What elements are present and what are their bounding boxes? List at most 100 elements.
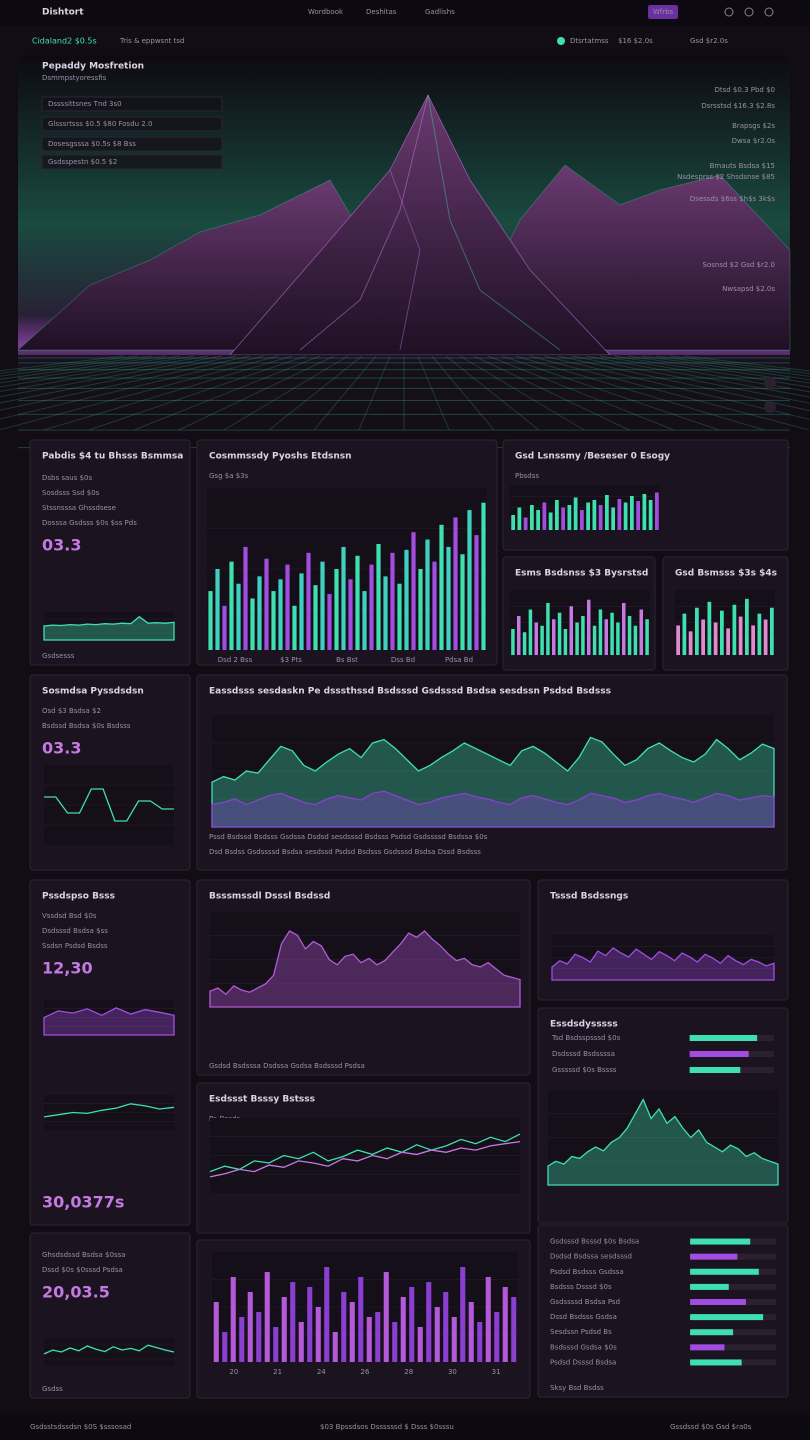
panel-title: Gsd Bsmsss $3s $4s xyxy=(675,569,777,579)
floor-line xyxy=(543,355,810,421)
nav-icon[interactable] xyxy=(724,7,734,17)
floor-line xyxy=(599,355,810,393)
panel-foot: Gsdsd Bsdsssa Dsdssa Gsdsa Bsdsssd Psdsa xyxy=(209,1062,365,1070)
bar xyxy=(522,632,527,655)
bar xyxy=(655,492,659,530)
panel-foot: Sksy Bsd Bsdss xyxy=(550,1384,604,1392)
bar xyxy=(530,505,534,530)
nav-link[interactable]: Deshitas xyxy=(366,8,397,16)
subbar-subtitle: Tris & eppwsnt tsd xyxy=(119,37,184,45)
bar xyxy=(236,583,241,650)
nav-link[interactable]: Gadlishs xyxy=(425,8,455,16)
panel-foot: Gsdsesss xyxy=(42,652,75,660)
bar xyxy=(281,1297,287,1362)
bar xyxy=(383,1272,389,1362)
floor-line xyxy=(487,355,675,431)
bar xyxy=(215,569,220,650)
total-value: 30,0377s xyxy=(42,1193,124,1212)
bar xyxy=(528,609,533,655)
panel-title: Esdssst Bsssy Bstsss xyxy=(209,1095,315,1105)
hero-stat: Sosnsd $2 Gsd $r2.0 xyxy=(703,261,775,269)
mountain-peak xyxy=(229,94,611,356)
hero-control[interactable] xyxy=(764,377,776,389)
bar xyxy=(713,622,718,655)
hero-control[interactable] xyxy=(764,401,776,413)
bar xyxy=(569,606,573,655)
panel-title: Tsssd Bsdssngs xyxy=(550,892,628,902)
bar xyxy=(540,625,544,655)
bar xyxy=(636,501,640,530)
bar xyxy=(534,622,538,655)
panel-text: Bsdssd Bsdsa $0s Bsdsss xyxy=(42,722,131,730)
bar xyxy=(375,1312,381,1362)
bar xyxy=(292,605,297,650)
axis-label: 21 xyxy=(273,1368,282,1376)
area xyxy=(551,947,775,981)
bar xyxy=(355,555,360,650)
line xyxy=(209,1140,521,1178)
bar xyxy=(271,591,276,650)
progress-label: Psdsd Bsdsss Gsdssa xyxy=(550,1268,624,1276)
bar xyxy=(598,505,603,530)
panel-text: Vssdsd Bsd $0s xyxy=(42,912,97,920)
floor-line xyxy=(557,355,810,412)
axis-label: Pdsa Bd xyxy=(445,656,473,664)
bar xyxy=(425,539,430,650)
bar xyxy=(243,546,248,650)
bar xyxy=(366,1317,372,1362)
nav-button-bg[interactable] xyxy=(648,5,678,19)
bar xyxy=(695,607,699,655)
bar xyxy=(707,601,712,655)
bar xyxy=(627,616,632,655)
bar xyxy=(264,1272,270,1362)
subbar-title: Cidaland2 $0.5s xyxy=(32,37,97,46)
bar xyxy=(327,594,332,650)
bar xyxy=(446,546,451,650)
floor-line xyxy=(445,355,540,431)
bar xyxy=(453,517,458,650)
floor-line xyxy=(43,355,293,431)
bar xyxy=(639,609,643,655)
nav-link[interactable]: Wordbook xyxy=(308,8,344,16)
bar xyxy=(400,1297,406,1362)
bar xyxy=(682,613,687,655)
nav-icon[interactable] xyxy=(764,7,774,17)
progress-bar xyxy=(690,1359,742,1366)
progress-bar xyxy=(690,1329,734,1336)
bar xyxy=(468,1302,474,1362)
bar xyxy=(474,535,479,650)
hero-row-bg xyxy=(41,154,223,170)
bar xyxy=(324,1267,330,1362)
nav-button[interactable]: Wfrbs xyxy=(653,8,674,16)
nav-icon[interactable] xyxy=(744,7,754,17)
bar xyxy=(213,1302,219,1362)
axis-label: 28 xyxy=(404,1368,413,1376)
bar xyxy=(611,507,615,530)
panel-title: Gsd Lsnssmy /Beseser 0 Esogy xyxy=(515,452,670,462)
bar xyxy=(738,616,743,655)
bar xyxy=(557,612,562,655)
bar xyxy=(313,585,318,650)
hero-subtitle: Dsmmpstyoressfis xyxy=(42,74,107,82)
progress-bar xyxy=(690,1344,725,1351)
bar xyxy=(542,502,547,530)
bar xyxy=(586,502,590,530)
bar xyxy=(548,512,553,530)
progress-label: Dsdsssd Bsdssssa xyxy=(552,1050,615,1058)
axis-label: $3 Pts xyxy=(280,656,302,664)
axis-label: 31 xyxy=(492,1368,501,1376)
floor-line xyxy=(0,355,209,392)
bar xyxy=(290,1282,296,1362)
progress-track xyxy=(690,1283,776,1290)
ridge xyxy=(299,94,429,351)
bar xyxy=(278,579,283,650)
floor-line xyxy=(0,355,265,420)
hero-floor xyxy=(18,355,790,430)
bar xyxy=(561,507,565,530)
bar xyxy=(567,505,572,530)
bar xyxy=(751,625,755,655)
ridge xyxy=(427,94,561,351)
progress-bar xyxy=(690,1253,738,1260)
